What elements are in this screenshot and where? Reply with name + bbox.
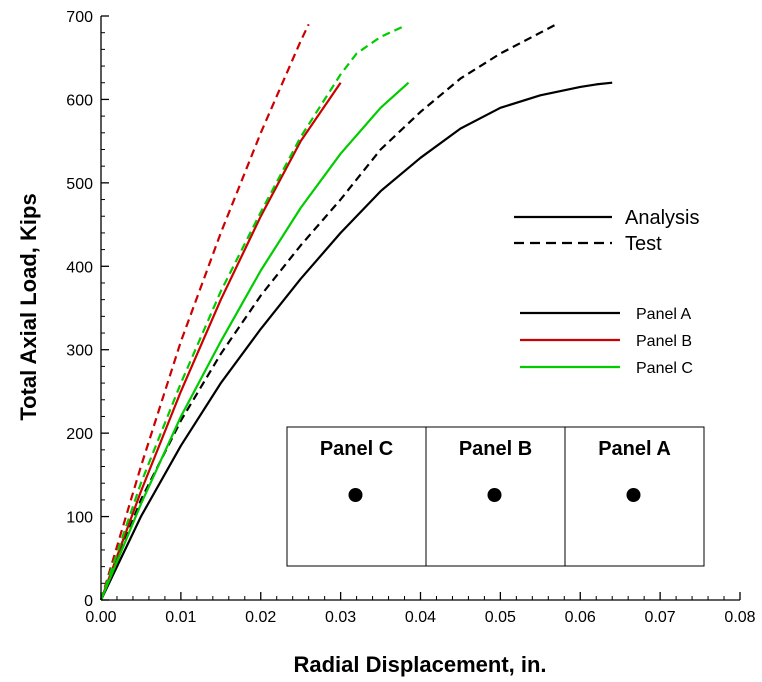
legend: Analysis Test Panel A Panel B Panel C — [514, 207, 699, 377]
y-tick-label: 300 — [66, 343, 93, 360]
x-tick-label: 0.08 — [724, 609, 755, 626]
legend-panel-label: Panel A — [636, 306, 691, 323]
y-tick-label: 100 — [66, 510, 93, 527]
y-tick-label: 700 — [66, 9, 93, 26]
x-tick-label: 0.05 — [485, 609, 516, 626]
inset-panels: Panel C Panel B Panel A — [287, 427, 704, 566]
y-tick-label: 400 — [66, 259, 93, 276]
y-axis-title: Total Axial Load, Kips — [16, 193, 41, 420]
y-tick-label: 600 — [66, 92, 93, 109]
legend-style-label: Analysis — [625, 207, 699, 229]
inset-panel-hole — [488, 488, 502, 502]
inset-panel-hole — [627, 488, 641, 502]
x-tick-label: 0.03 — [325, 609, 356, 626]
x-tick-label: 0.06 — [565, 609, 596, 626]
legend-panel-label: Panel C — [636, 360, 693, 377]
inset-panel-title: Panel C — [320, 438, 393, 460]
inset-panel-title: Panel A — [598, 438, 671, 460]
x-tick-label: 0.02 — [245, 609, 276, 626]
x-tick-label: 0.04 — [405, 609, 436, 626]
legend-style-label: Test — [625, 233, 662, 255]
x-tick-label: 0.07 — [645, 609, 676, 626]
x-axis-title: Radial Displacement, in. — [293, 652, 546, 677]
inset-panel-title: Panel B — [459, 438, 532, 460]
y-tick-label: 0 — [84, 593, 93, 610]
x-tick-label: 0.01 — [165, 609, 196, 626]
y-tick-label: 500 — [66, 176, 93, 193]
legend-panel-label: Panel B — [636, 333, 692, 350]
inset-panel-hole — [349, 488, 363, 502]
x-tick-label: 0.00 — [85, 609, 116, 626]
y-tick-label: 200 — [66, 426, 93, 443]
